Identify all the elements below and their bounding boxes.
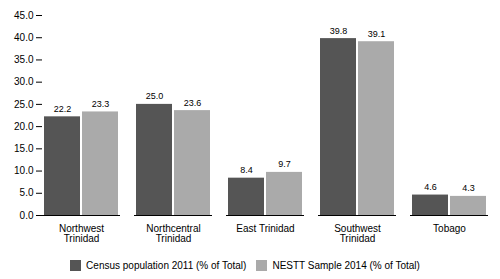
svg-text:NorthcentralTrinidad: NorthcentralTrinidad — [146, 223, 200, 244]
svg-text:25.0: 25.0 — [146, 91, 164, 101]
svg-text:15.0: 15.0 — [14, 143, 34, 154]
svg-text:East Trinidad: East Trinidad — [236, 223, 294, 234]
svg-text:35.0: 35.0 — [14, 54, 34, 65]
html-text:Census population 2011 (% of T: Census population 2011 (% of Total) — [86, 260, 247, 271]
svg-text:NorthwestTrinidad: NorthwestTrinidad — [59, 223, 104, 244]
svg-text:22.2: 22.2 — [54, 104, 72, 114]
svg-text:4.6: 4.6 — [424, 182, 437, 192]
svg-text:39.8: 39.8 — [330, 26, 348, 36]
svg-text:8.4: 8.4 — [240, 165, 253, 175]
svg-text:Tobago: Tobago — [433, 223, 466, 234]
svg-text:30.0: 30.0 — [14, 76, 34, 87]
html-text:NESTT Sample 2014 (% of Total): NESTT Sample 2014 (% of Total) — [272, 260, 420, 271]
svg-text:45.0: 45.0 — [14, 10, 34, 21]
svg-text:20.0: 20.0 — [14, 121, 34, 132]
svg-text:4.3: 4.3 — [462, 183, 475, 193]
svg-text:23.3: 23.3 — [92, 99, 110, 109]
svg-text:23.6: 23.6 — [184, 98, 202, 108]
svg-text:39.1: 39.1 — [368, 29, 386, 39]
svg-text:0.0: 0.0 — [20, 210, 34, 221]
svg-text:40.0: 40.0 — [14, 32, 34, 43]
svg-text:10.0: 10.0 — [14, 165, 34, 176]
svg-text:25.0: 25.0 — [14, 99, 34, 110]
svg-text:5.0: 5.0 — [20, 187, 34, 198]
svg-text:9.7: 9.7 — [278, 159, 291, 169]
svg-text:SouthwestTrinidad: SouthwestTrinidad — [334, 223, 381, 244]
